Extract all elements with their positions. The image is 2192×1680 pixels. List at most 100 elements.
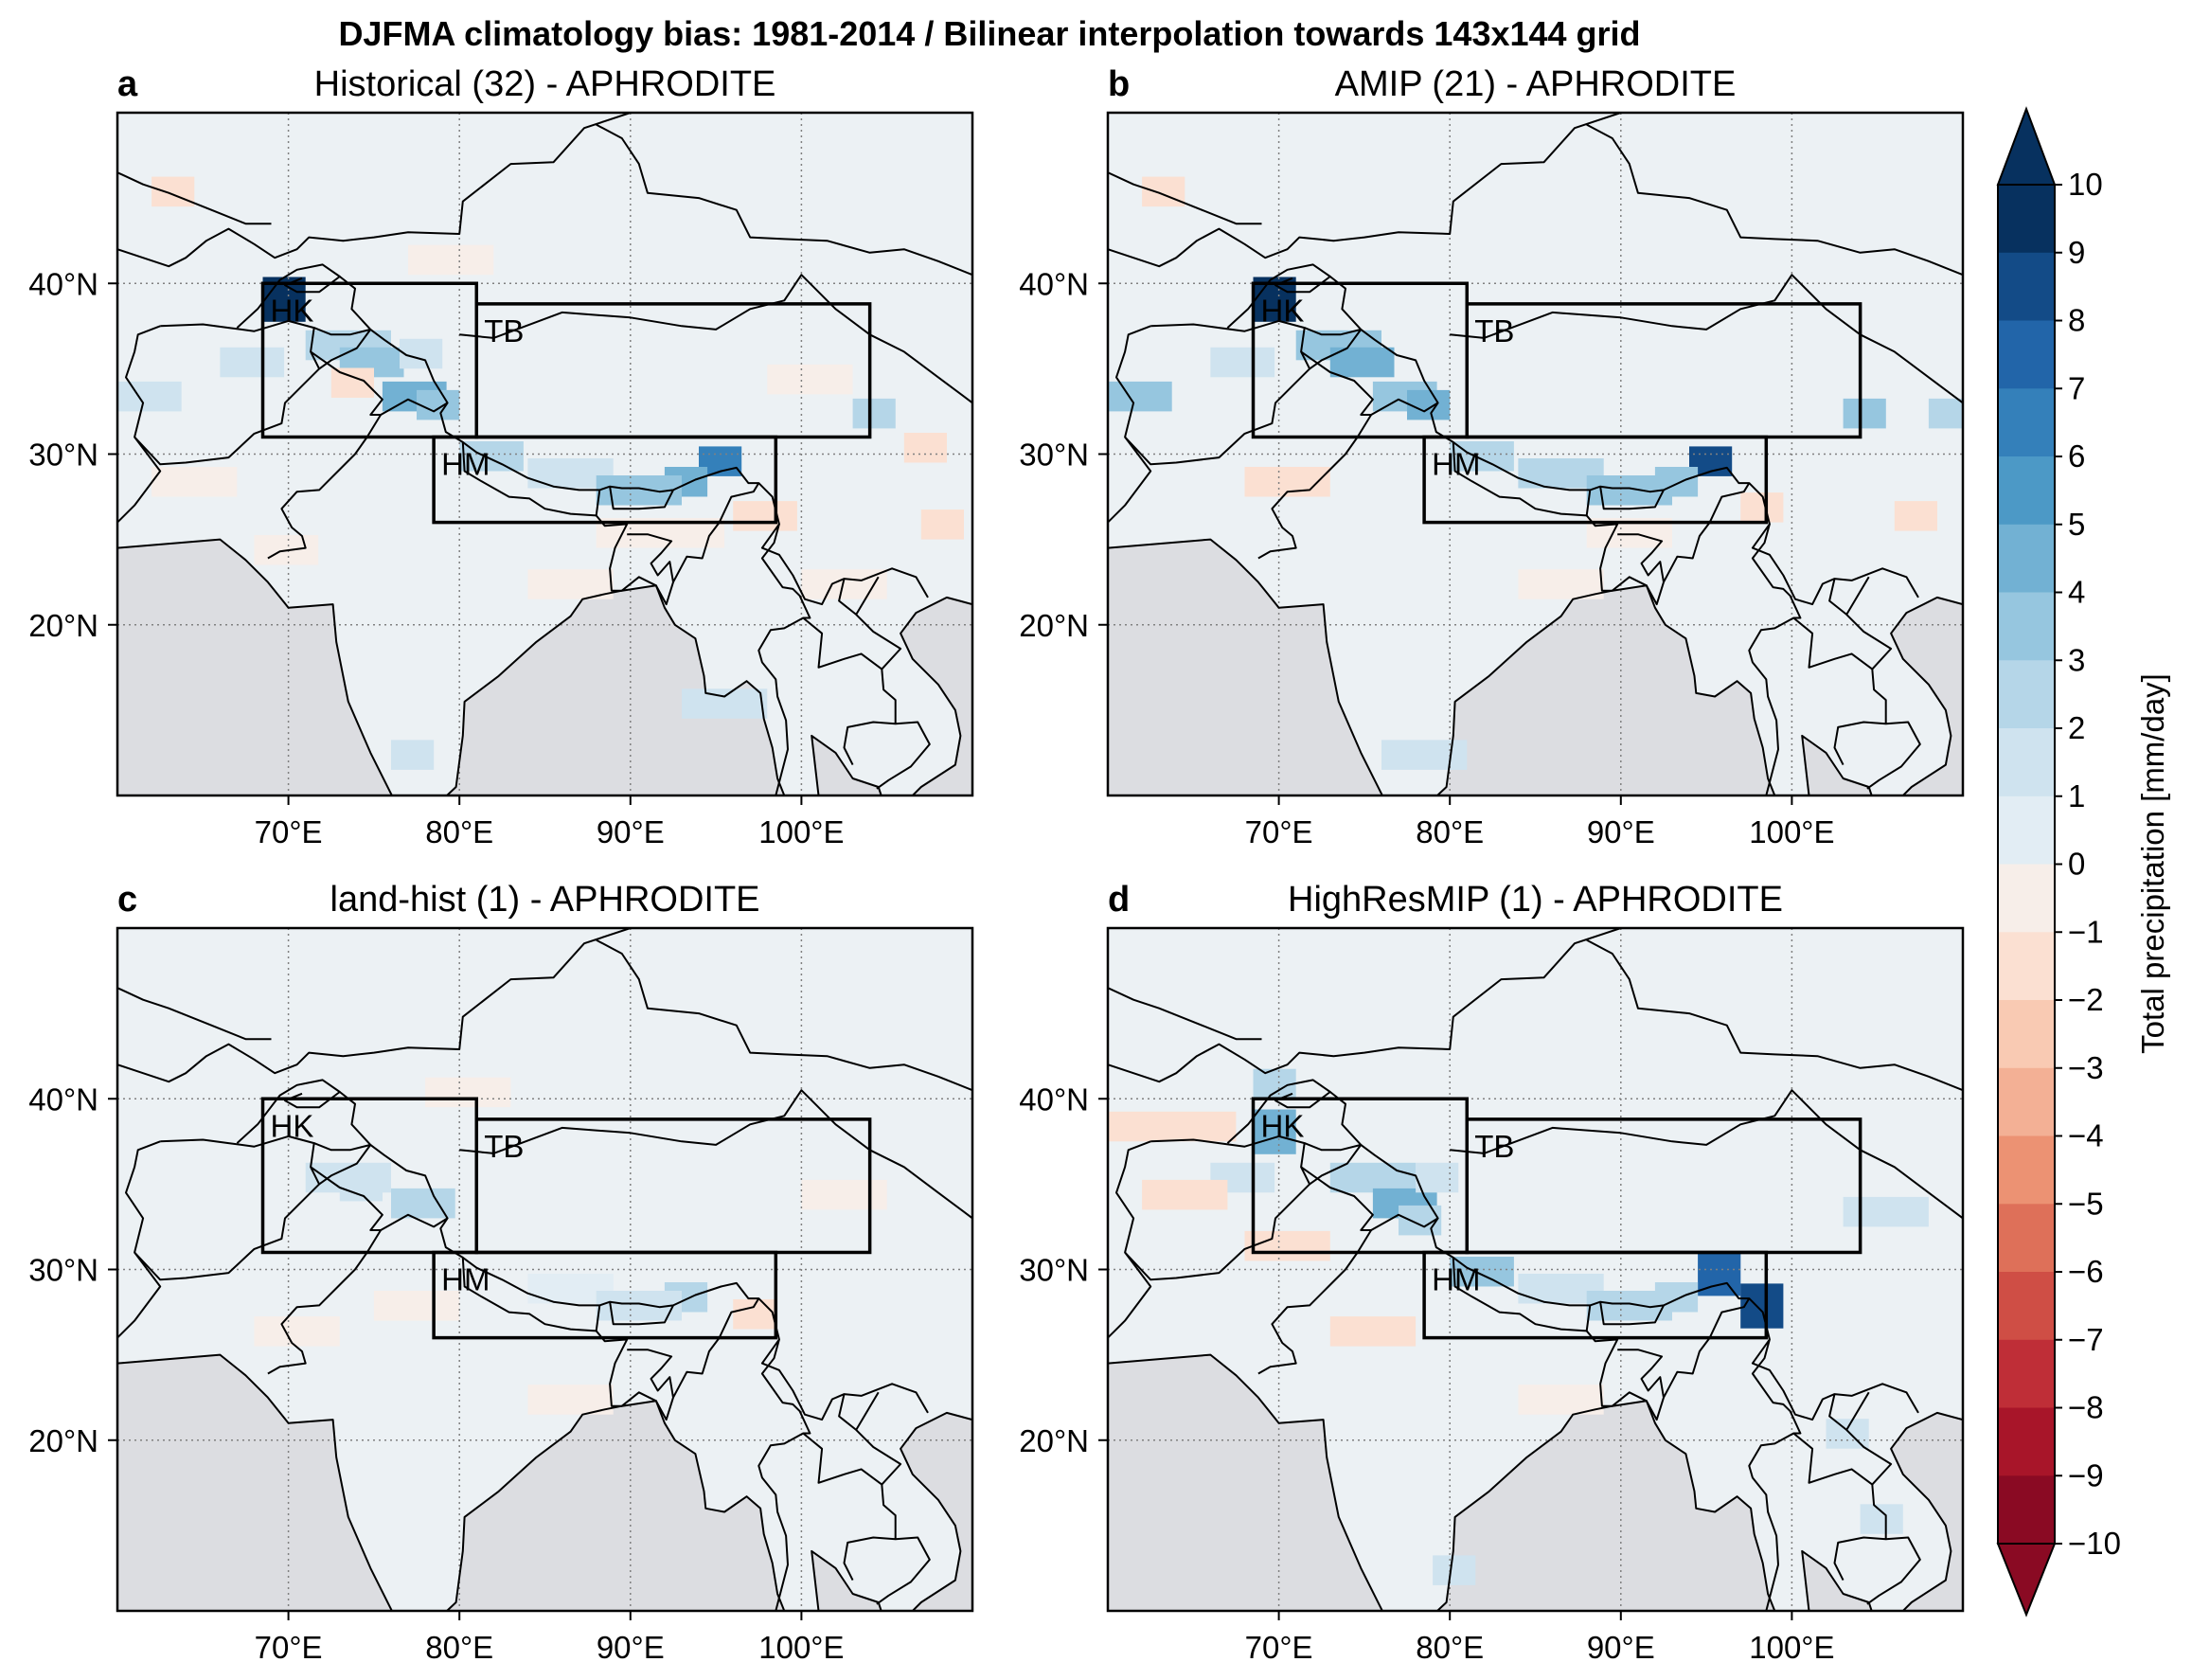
country-border [318, 1144, 372, 1186]
map-panel-d: HK TB HM d HighResMIP (1) - APHRODITE 70°E 80°… [1019, 880, 1965, 1665]
lon-tick-label: 90°E [1587, 1630, 1655, 1665]
colorbar-swatch [1998, 1204, 2055, 1273]
colorbar-tick-label: 5 [2068, 507, 2085, 542]
country-border [876, 1536, 931, 1605]
panel-title: Historical (32) - APHRODITE [314, 64, 776, 104]
country-border [609, 1301, 674, 1326]
country-border [757, 524, 811, 795]
region-box-hm [432, 1250, 778, 1340]
bias-cell [1518, 1385, 1604, 1415]
bias-cell [1329, 1162, 1417, 1193]
lon-tick-label: 90°E [597, 1630, 665, 1665]
country-border [595, 514, 674, 606]
colorbar-swatch [1998, 388, 2055, 457]
lon-tick-label: 90°E [597, 814, 665, 849]
colorbar-swatch [1998, 1135, 2055, 1205]
region-label-tb: TB [484, 1129, 524, 1164]
country-border [1257, 1166, 1374, 1375]
bias-cell [1433, 1555, 1476, 1585]
bias-cell [417, 389, 460, 420]
country-border [1309, 1144, 1363, 1186]
lon-tick-label: 70°E [1245, 1630, 1313, 1665]
region-label-tb: TB [1474, 1129, 1514, 1164]
country-border [672, 482, 760, 583]
bias-cell [1210, 347, 1275, 378]
colorbar-tick-label: −4 [2068, 1118, 2104, 1153]
panel-title: AMIP (21) - APHRODITE [1335, 64, 1737, 104]
lon-tick-label: 80°E [425, 1630, 493, 1665]
colorbar-swatch [1998, 592, 2055, 661]
country-border [1585, 514, 1665, 606]
colorbar-tick-label: −6 [2068, 1254, 2104, 1289]
bias-cell [1108, 381, 1172, 412]
bias-cell [1518, 569, 1604, 599]
colorbar-swatch [1998, 524, 2055, 594]
bias-cell [151, 176, 195, 207]
bias-cell [1894, 501, 1937, 531]
country-border [461, 441, 601, 517]
country-border [236, 263, 341, 329]
lat-tick-label: 20°N [28, 1423, 98, 1458]
country-border [1586, 123, 1963, 277]
bias-cell [733, 501, 797, 531]
colorbar-tick-label: 3 [2068, 642, 2085, 677]
region-label-hm: HM [441, 1261, 490, 1296]
colorbar-tick-label: −3 [2068, 1050, 2104, 1085]
country-border [1108, 325, 1152, 524]
lat-tick-label: 30°N [28, 1253, 98, 1288]
panel-label: c [117, 880, 137, 920]
colorbar-tick-label: 7 [2068, 370, 2085, 405]
colorbar-swatch [1998, 1272, 2055, 1341]
bias-cell [1329, 347, 1395, 378]
country-border [117, 113, 632, 268]
country-border [757, 1339, 811, 1611]
country-border [117, 171, 272, 225]
colorbar-extend-max [1996, 106, 2057, 186]
panel-label: b [1108, 64, 1130, 104]
colorbar-swatch [1998, 932, 2055, 1001]
bias-cell [1416, 1162, 1459, 1193]
country-border [1828, 578, 1893, 670]
country-border [596, 938, 972, 1092]
bias-cell [1843, 398, 1886, 429]
country-border [1257, 350, 1374, 560]
region-box-hm [432, 435, 778, 525]
lat-tick-label: 20°N [1019, 608, 1089, 643]
country-border [380, 1213, 449, 1231]
country-border [1866, 721, 1921, 790]
lon-tick-label: 100°E [1749, 1630, 1834, 1665]
lon-tick-label: 80°E [425, 814, 493, 849]
country-border [1108, 171, 1262, 225]
country-border [267, 1166, 383, 1375]
colorbar-tick-label: −5 [2068, 1186, 2104, 1221]
country-border [117, 987, 272, 1041]
country-border [1452, 1257, 1592, 1332]
region-label-hm: HM [1432, 446, 1480, 481]
country-border [802, 1432, 897, 1582]
bias-cell [1329, 1316, 1417, 1347]
bias-cell [117, 381, 182, 412]
figure-title: DJFMA climatology bias: 1981-2014 / Bili… [338, 14, 1640, 53]
country-border [1226, 263, 1331, 329]
country-border [1748, 524, 1802, 795]
country-border [461, 1257, 601, 1332]
country-border [369, 1144, 929, 1421]
colorbar-tick-label: 1 [2068, 778, 2085, 813]
region-label-tb: TB [484, 313, 524, 349]
country-border [1599, 1301, 1665, 1326]
colorbar-swatch [1998, 864, 2055, 933]
country-border [1663, 482, 1751, 583]
lon-tick-label: 80°E [1416, 814, 1484, 849]
colorbar-tick-label: 8 [2068, 303, 2085, 338]
coastline [117, 113, 972, 795]
bias-cell [1826, 1419, 1869, 1449]
panel-label: d [1108, 880, 1130, 920]
country-border [595, 1330, 674, 1421]
map-panels: HK TB HM a Historical (32) - APHRODITE 70°E 80… [28, 64, 1965, 1665]
lon-tick-label: 80°E [1416, 1630, 1484, 1665]
country-border [802, 617, 897, 766]
lat-tick-label: 20°N [1019, 1423, 1089, 1458]
bias-cell [220, 347, 285, 378]
country-border [1124, 1135, 1311, 1281]
country-border [1108, 113, 1622, 268]
